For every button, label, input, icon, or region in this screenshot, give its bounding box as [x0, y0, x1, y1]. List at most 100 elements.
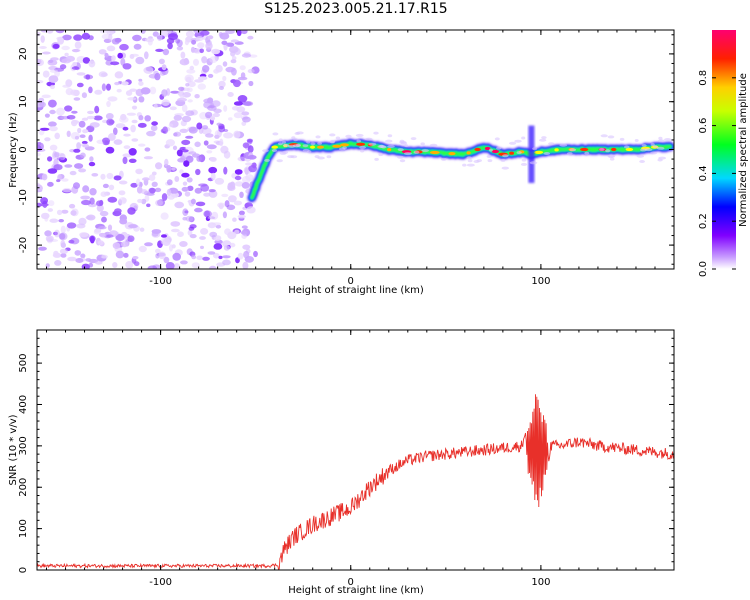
noise-blob	[56, 107, 65, 116]
noise-blob	[112, 242, 121, 250]
noise-blob	[62, 34, 72, 41]
noise-blob	[47, 208, 53, 212]
noise-blob	[89, 235, 96, 242]
noise-blob	[187, 229, 193, 236]
noise-blob	[132, 34, 142, 42]
colorbar-gradient	[712, 30, 736, 269]
noise-blob	[197, 42, 205, 49]
noise-blob	[101, 33, 110, 40]
noise-blob	[96, 200, 103, 207]
noise-blob	[231, 106, 240, 111]
noise-blob	[224, 200, 230, 208]
snr-y-label: SNR (10 * v/v)	[8, 414, 19, 485]
signal-halo	[282, 140, 286, 144]
noise-blob	[138, 81, 144, 86]
noise-blob	[125, 261, 134, 269]
y-tick-label: 400	[18, 395, 29, 414]
signal-halo	[306, 140, 311, 144]
noise-blob	[221, 40, 228, 45]
signal-hotspot	[554, 148, 559, 152]
noise-blob	[222, 61, 228, 67]
noise-blob	[115, 234, 125, 241]
noise-blob	[74, 41, 82, 49]
signal-halo	[539, 138, 547, 142]
noise-blob	[48, 59, 54, 63]
noise-blob	[238, 210, 245, 216]
noise-blob	[133, 261, 140, 267]
noise-blob	[246, 206, 256, 214]
signal-halo	[271, 149, 278, 152]
noise-blob	[144, 51, 149, 60]
noise-blob	[47, 168, 58, 174]
noise-blob	[37, 202, 42, 208]
noise-blob	[183, 160, 190, 167]
spectrogram-y-ticks: -20 -10 0 10 20	[18, 34, 674, 265]
noise-blob	[253, 250, 258, 258]
noise-blob	[232, 217, 237, 222]
noise-blob	[237, 252, 244, 260]
signal-halo	[569, 148, 577, 152]
signal-halo	[368, 142, 377, 146]
signal-halo	[315, 135, 321, 139]
signal-halo	[314, 155, 320, 159]
noise-blob	[114, 81, 120, 86]
signal-hotspot	[611, 147, 617, 152]
noise-blob	[117, 52, 123, 59]
noise-blob	[113, 127, 118, 136]
noise-blob	[73, 97, 81, 101]
noise-blob	[222, 259, 231, 266]
signal-halo	[634, 139, 639, 142]
noise-blob	[203, 140, 209, 146]
noise-blob	[185, 30, 195, 38]
noise-blob	[108, 184, 115, 191]
x-tick-label: 100	[531, 577, 550, 588]
noise-blob	[40, 127, 50, 131]
signal-halo	[584, 151, 590, 155]
noise-blob	[100, 191, 108, 197]
noise-blob	[102, 137, 111, 144]
noise-blob	[107, 224, 113, 231]
signal-halo	[279, 151, 287, 155]
noise-blob	[58, 232, 68, 241]
noise-blob	[171, 167, 176, 171]
noise-blob	[74, 135, 80, 140]
noise-blob	[181, 149, 189, 153]
noise-blob	[146, 203, 151, 208]
noise-blob	[207, 73, 214, 78]
colorbar: 0.0 0.2 0.4 0.6 0.8 Normalized spectral ampl…	[698, 30, 749, 277]
noise-blob	[104, 52, 109, 58]
noise-blob	[202, 125, 209, 130]
signal-halo	[278, 142, 283, 146]
noise-blob	[181, 104, 188, 113]
noise-blob	[137, 122, 147, 128]
noise-blob	[155, 48, 164, 53]
chart-title: S125.2023.005.21.17.R15	[264, 1, 448, 17]
noise-blob	[106, 100, 111, 108]
noise-blob	[130, 182, 138, 188]
noise-blob	[209, 56, 218, 63]
noise-blob	[218, 255, 223, 260]
noise-blob	[177, 97, 188, 102]
noise-blob	[185, 76, 192, 83]
noise-blob	[241, 53, 252, 58]
noise-blob	[173, 263, 181, 269]
noise-blob	[213, 252, 220, 259]
noise-blob	[223, 166, 228, 175]
signal-halo	[373, 131, 379, 135]
noise-blob	[66, 222, 77, 229]
noise-blob	[144, 147, 151, 152]
noise-blob	[37, 144, 42, 152]
noise-blob	[56, 209, 63, 216]
noise-blob	[165, 262, 175, 269]
signal-halo	[641, 144, 647, 147]
noise-blob	[82, 144, 89, 148]
noise-blob	[76, 142, 81, 150]
noise-blob	[127, 97, 137, 101]
y-tick-label: 300	[18, 436, 29, 455]
noise-blob	[78, 217, 87, 226]
signal-halo	[356, 139, 362, 143]
noise-blob	[230, 50, 236, 57]
noise-blob	[213, 243, 223, 250]
noise-blob	[175, 38, 181, 44]
colorbar-tick-label: 0.6	[698, 118, 709, 134]
